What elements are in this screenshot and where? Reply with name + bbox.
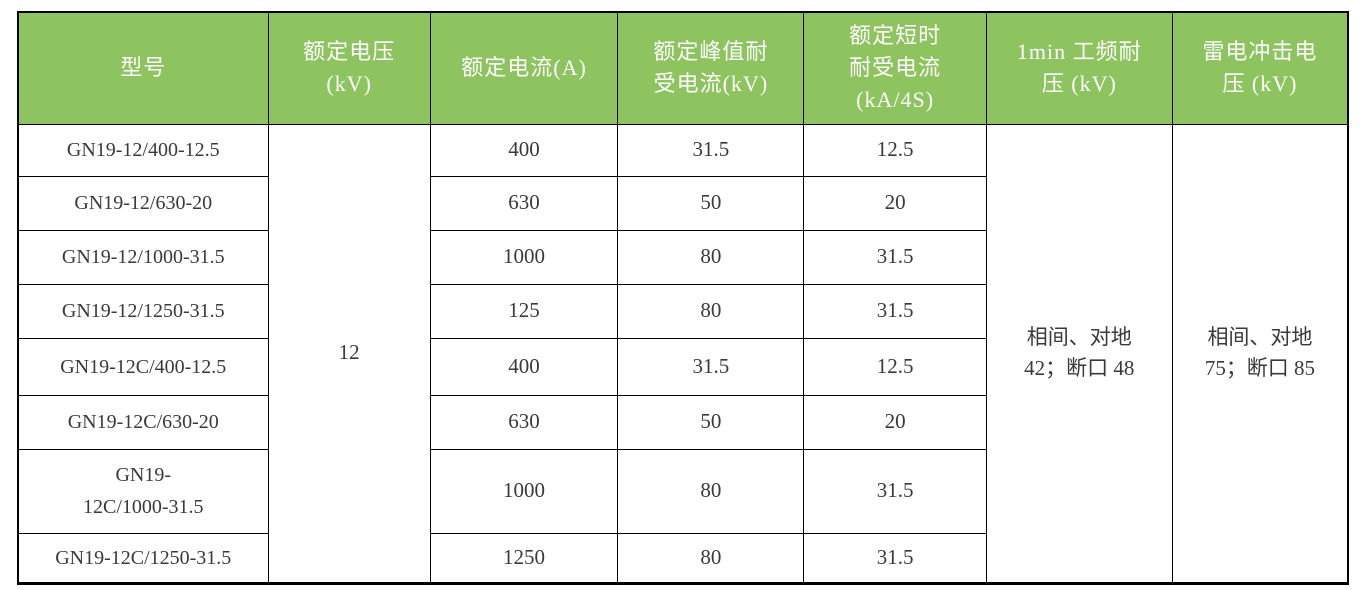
model-cell: GN19-12C/630-20	[17, 394, 269, 450]
rated-current-cell: 400	[429, 337, 619, 396]
rated-current-cell: 125	[429, 283, 619, 339]
model-cell: GN19- 12C/1000-31.5	[17, 448, 269, 534]
short-time-withstand-cell: 20	[803, 394, 987, 450]
peak-withstand-cell: 80	[617, 283, 805, 339]
model-cell: GN19-12C/1250-31.5	[17, 532, 269, 584]
table-header-row: 型号 额定电压 (kV) 额定电流(A) 额定峰值耐 受电流(kV) 额定短时 …	[17, 11, 1349, 125]
peak-withstand-cell: 31.5	[617, 123, 805, 177]
rated-current-cell: 400	[429, 123, 619, 177]
short-time-withstand-cell: 12.5	[803, 337, 987, 396]
model-cell: GN19-12/1250-31.5	[17, 283, 269, 339]
short-time-withstand-cell: 31.5	[803, 283, 987, 339]
model-cell: GN19-12C/400-12.5	[17, 337, 269, 396]
short-time-withstand-cell: 31.5	[803, 229, 987, 285]
table-row: GN19- 12C/1000-31.5 1000 80 31.5	[17, 448, 1348, 534]
rated-current-cell: 1000	[429, 448, 619, 534]
peak-withstand-cell: 50	[617, 175, 805, 231]
short-time-withstand-cell: 12.5	[803, 123, 987, 177]
table-row: GN19-12/630-20 630 50 20	[17, 175, 1348, 231]
rated-voltage-merged-cell: 12	[267, 123, 431, 584]
power-frequency-withstand-merged-cell: 相间、对地 42；断口 48	[985, 123, 1173, 584]
col-header-power-frequency-withstand-voltage: 1min 工频耐 压 (kV)	[985, 11, 1173, 125]
rated-current-cell: 1000	[429, 229, 619, 285]
table-row: GN19-12C/400-12.5 400 31.5 12.5	[17, 337, 1348, 396]
peak-withstand-cell: 50	[617, 394, 805, 450]
rated-current-cell: 1250	[429, 532, 619, 584]
table-row: GN19-12/1000-31.5 1000 80 31.5	[17, 229, 1348, 285]
short-time-withstand-cell: 31.5	[803, 532, 987, 584]
lightning-impulse-merged-cell: 相间、对地 75；断口 85	[1171, 123, 1349, 584]
model-cell: GN19-12/1000-31.5	[17, 229, 269, 285]
rated-current-cell: 630	[429, 394, 619, 450]
table-row: GN19-12C/1250-31.5 1250 80 31.5	[17, 532, 1348, 584]
col-header-short-time-withstand-current: 额定短时 耐受电流 (kA/4S)	[803, 11, 987, 125]
peak-withstand-cell: 31.5	[617, 337, 805, 396]
col-header-rated-voltage: 额定电压 (kV)	[267, 11, 431, 125]
peak-withstand-cell: 80	[617, 532, 805, 584]
col-header-model: 型号	[17, 11, 269, 125]
table-row: GN19-12/400-12.5 12 400 31.5 12.5 相间、对地 …	[17, 123, 1349, 584]
rated-current-cell: 630	[429, 175, 619, 231]
model-cell: GN19-12/630-20	[17, 175, 269, 231]
peak-withstand-cell: 80	[617, 448, 805, 534]
table-row: GN19-12C/630-20 630 50 20	[17, 394, 1348, 450]
spec-table: 型号 额定电压 (kV) 额定电流(A) 额定峰值耐 受电流(kV) 额定短时 …	[17, 11, 1349, 585]
short-time-withstand-cell: 20	[803, 175, 987, 231]
col-header-lightning-impulse-voltage: 雷电冲击电 压 (kV)	[1171, 11, 1349, 125]
table-row: GN19-12/1250-31.5 125 80 31.5	[17, 283, 1348, 339]
peak-withstand-cell: 80	[617, 229, 805, 285]
col-header-peak-withstand-current: 额定峰值耐 受电流(kV)	[617, 11, 805, 125]
col-header-rated-current: 额定电流(A)	[429, 11, 619, 125]
short-time-withstand-cell: 31.5	[803, 448, 987, 534]
model-cell: GN19-12/400-12.5	[17, 123, 269, 177]
